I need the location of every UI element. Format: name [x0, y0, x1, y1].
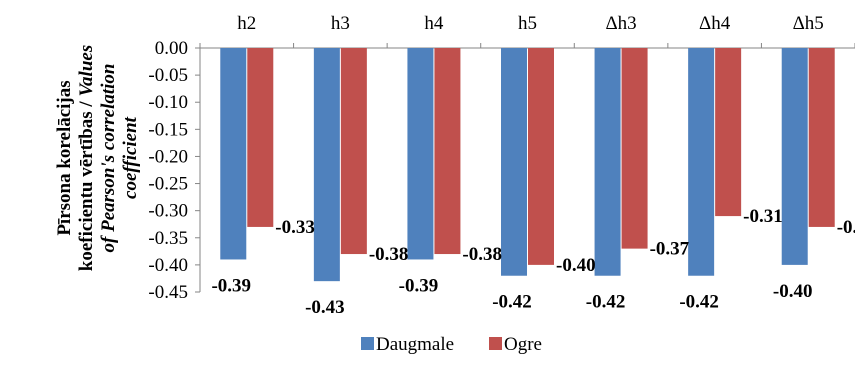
y-tick-label: -0.20 [148, 146, 188, 167]
category-label: h5 [518, 13, 537, 34]
data-label-daugmale: -0.42 [586, 292, 626, 313]
category-label: h2 [237, 13, 256, 34]
bar-ogre [808, 48, 835, 227]
bar-ogre [528, 48, 554, 265]
legend-swatch-ogre [489, 337, 502, 350]
y-tick-label: -0.45 [148, 282, 188, 303]
category-label: Δh4 [699, 13, 731, 34]
data-label-ogre: -0.33 [275, 217, 315, 238]
y-tick-label: -0.30 [148, 201, 188, 222]
bar-daugmale [407, 48, 434, 260]
data-label-ogre: -0.37 [650, 239, 690, 260]
bar-daugmale [313, 48, 340, 282]
y-axis-title-line: of Pearson's correlation [98, 64, 119, 253]
y-axis-title-text: Pīrsona korelācijas [54, 80, 75, 235]
bar-ogre [247, 48, 274, 227]
bar-daugmale [594, 48, 621, 276]
data-label-ogre: -0.31 [743, 206, 783, 227]
y-axis-title-line: coefficient [120, 116, 141, 199]
y-axis-title-line: Pīrsona korelācijas [54, 80, 75, 235]
y-tick-label: 0.00 [155, 38, 188, 59]
y-tick-label: -0.05 [148, 65, 188, 86]
bar-ogre [715, 48, 742, 217]
y-tick-label: -0.25 [148, 174, 188, 195]
data-label-ogre: -0.38 [462, 244, 502, 265]
data-label-ogre: -0.38 [369, 244, 409, 265]
data-label-daugmale: -0.42 [679, 292, 719, 313]
legend-label-ogre: Ogre [504, 334, 542, 355]
category-label: Δh3 [605, 13, 636, 34]
bar-ogre [434, 48, 461, 255]
bar-daugmale [501, 48, 527, 276]
bar-ogre [621, 48, 648, 249]
y-tick-label: -0.35 [148, 228, 188, 249]
data-label-daugmale: -0.39 [399, 275, 439, 296]
category-label: h3 [331, 13, 350, 34]
bar-daugmale [220, 48, 247, 260]
bar-daugmale [781, 48, 808, 265]
data-label-daugmale: -0.43 [305, 297, 345, 318]
legend-swatch-daugmale [361, 337, 374, 350]
y-axis-title-italic-text: Values [76, 45, 97, 97]
data-label-daugmale: -0.42 [492, 292, 532, 313]
legend-label-daugmale: Daugmale [376, 334, 454, 355]
data-label-daugmale: -0.40 [773, 281, 813, 302]
data-label-daugmale: -0.39 [211, 275, 251, 296]
y-axis-title-italic-text: coefficient [120, 116, 141, 199]
y-tick-label: -0.15 [148, 119, 188, 140]
y-tick-label: -0.10 [148, 92, 188, 113]
bar-ogre [340, 48, 367, 255]
category-label: Δh5 [793, 13, 824, 34]
y-axis-title-line: koeficientu vērtības / Values [76, 45, 97, 271]
category-label: h4 [424, 13, 444, 34]
bar-daugmale [688, 48, 715, 276]
data-label-ogre: -0.33 [837, 217, 855, 238]
y-axis-title-italic-text: of Pearson's correlation [98, 64, 119, 253]
y-tick-label: -0.40 [148, 255, 188, 276]
data-label-ogre: -0.40 [556, 255, 596, 276]
y-axis-title-text: koeficientu vērtības / [76, 97, 97, 272]
